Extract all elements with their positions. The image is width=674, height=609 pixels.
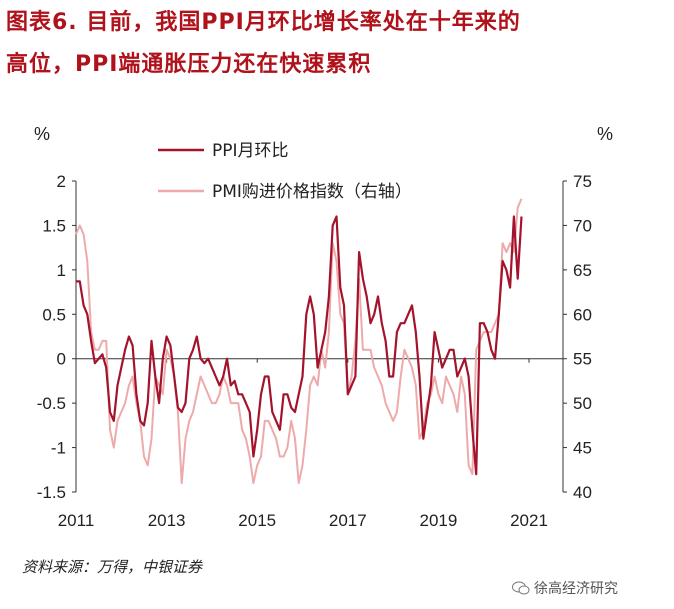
y-right-tick-label: 60 [573,305,592,324]
y-left-tick-label: 0 [57,350,66,369]
y-right-tick-label: 45 [573,439,592,458]
y-left-tick-label: 2 [57,172,66,191]
y-left-tick-label: -1.5 [37,483,66,502]
y-right-tick-label: 75 [573,172,592,191]
x-tick-label: 2013 [148,511,186,530]
plot-lines [75,198,523,485]
wechat-icon [512,581,530,595]
watermark-label: 徐高经济研究 [534,581,618,597]
x-tick-label: 2015 [238,511,276,530]
y-right-tick-label: 40 [573,483,592,502]
x-tick-label: 2011 [58,511,95,530]
watermark: 徐高经济研究 [512,578,618,598]
x-tick-label: 2017 [329,511,367,530]
legend-label-pmi: PMI购进价格指数（右轴） [212,182,412,202]
chart-title-line-1: 图表6. 目前，我国PPI月环比增长率处在十年来的 [6,10,521,35]
chart-area: 2 1.5 1 0.5 0 -0.5 -1 -1.5 75 70 65 60 55 50 45 40% % 201… [34,124,613,530]
legend-label-ppi: PPI月环比 [212,141,289,161]
ppi-series-line [76,215,523,476]
y-right-tick-label: 50 [573,394,592,413]
y-left-tick-label: 1 [57,261,66,280]
legend: PPI月环比 PMI购进价格指数（右轴） [158,141,412,202]
y-right-tick-label: 70 [573,216,592,235]
y-right-tick-label: 55 [573,350,592,369]
y-left-tick-label: 1.5 [42,216,66,235]
source-note: 资料来源：万得，中银证券 [22,558,203,576]
y-left-tick-label: -1 [51,439,66,458]
x-tick-label: 2021 [510,511,548,530]
y-left-tick-label: -0.5 [37,394,66,413]
chart-title-line-2: 高位，PPI端通胀压力还在快速累积 [6,52,372,77]
y-left-tick-label: 0.5 [42,305,66,324]
y-left-unit-label: % [34,124,50,144]
axes: 2 1.5 1 0.5 0 -0.5 -1 -1.5 75 70 65 60 55 50 45 40% % 201… [34,124,613,530]
x-tick-label: 2019 [420,511,458,530]
y-right-tick-label: 65 [573,261,592,280]
y-right-unit-label: % [597,124,613,144]
pmi-series-line [75,198,523,485]
